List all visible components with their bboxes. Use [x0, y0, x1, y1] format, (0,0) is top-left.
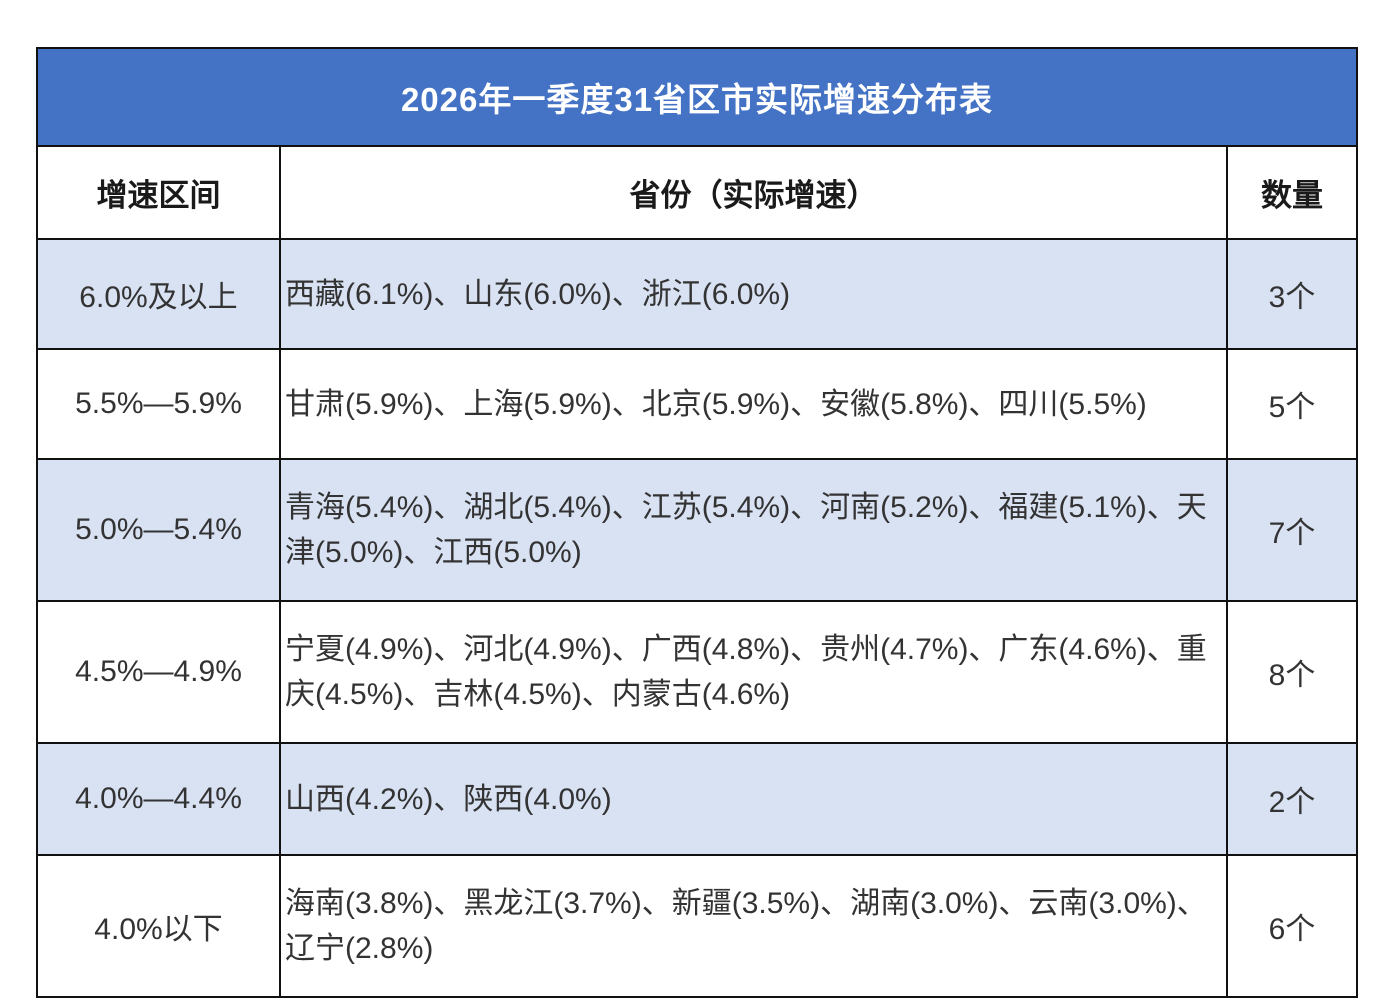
table-title-row: 2026年一季度31省区市实际增速分布表 — [35, 47, 1359, 147]
provinces-cell: 西藏(6.1%)、山东(6.0%)、浙江(6.0%) — [279, 238, 1228, 350]
growth-distribution-table: 2026年一季度31省区市实际增速分布表 增速区间 省份（实际增速） 数量 6.… — [35, 47, 1359, 998]
provinces-cell: 甘肃(5.9%)、上海(5.9%)、北京(5.9%)、安徽(5.8%)、四川(5… — [279, 348, 1228, 460]
table-title: 2026年一季度31省区市实际增速分布表 — [35, 47, 1359, 147]
table-row: 6.0%及以上 西藏(6.1%)、山东(6.0%)、浙江(6.0%) 3个 — [36, 238, 1359, 350]
table-row: 4.0%—4.4% 山西(4.2%)、陕西(4.0%) 2个 — [36, 742, 1359, 856]
provinces-cell: 海南(3.8%)、黑龙江(3.7%)、新疆(3.5%)、湖南(3.0%)、云南(… — [279, 854, 1228, 998]
interval-cell: 5.0%—5.4% — [36, 458, 281, 602]
provinces-cell: 宁夏(4.9%)、河北(4.9%)、广西(4.8%)、贵州(4.7%)、广东(4… — [279, 600, 1228, 744]
count-cell: 8个 — [1225, 600, 1359, 744]
column-header-row: 增速区间 省份（实际增速） 数量 — [36, 145, 1359, 240]
count-cell: 3个 — [1225, 238, 1359, 350]
table-row: 4.5%—4.9% 宁夏(4.9%)、河北(4.9%)、广西(4.8%)、贵州(… — [36, 600, 1359, 744]
count-cell: 2个 — [1225, 742, 1359, 856]
provinces-cell: 青海(5.4%)、湖北(5.4%)、江苏(5.4%)、河南(5.2%)、福建(5… — [279, 458, 1228, 602]
table-row: 5.0%—5.4% 青海(5.4%)、湖北(5.4%)、江苏(5.4%)、河南(… — [36, 458, 1359, 602]
count-cell: 5个 — [1225, 348, 1359, 460]
provinces-cell: 山西(4.2%)、陕西(4.0%) — [279, 742, 1228, 856]
table-row: 4.0%以下 海南(3.8%)、黑龙江(3.7%)、新疆(3.5%)、湖南(3.… — [36, 854, 1359, 998]
table-row: 5.5%—5.9% 甘肃(5.9%)、上海(5.9%)、北京(5.9%)、安徽(… — [36, 348, 1359, 460]
count-cell: 6个 — [1225, 854, 1359, 998]
interval-cell: 5.5%—5.9% — [36, 348, 281, 460]
interval-cell: 4.0%—4.4% — [36, 742, 281, 856]
growth-distribution-table-wrap: 2026年一季度31省区市实际增速分布表 增速区间 省份（实际增速） 数量 6.… — [35, 47, 1359, 998]
interval-cell: 4.5%—4.9% — [36, 600, 281, 744]
count-cell: 7个 — [1225, 458, 1359, 602]
column-header-count: 数量 — [1225, 145, 1359, 240]
interval-cell: 6.0%及以上 — [36, 238, 281, 350]
interval-cell: 4.0%以下 — [36, 854, 281, 998]
column-header-interval: 增速区间 — [36, 145, 281, 240]
column-header-provinces: 省份（实际增速） — [279, 145, 1228, 240]
